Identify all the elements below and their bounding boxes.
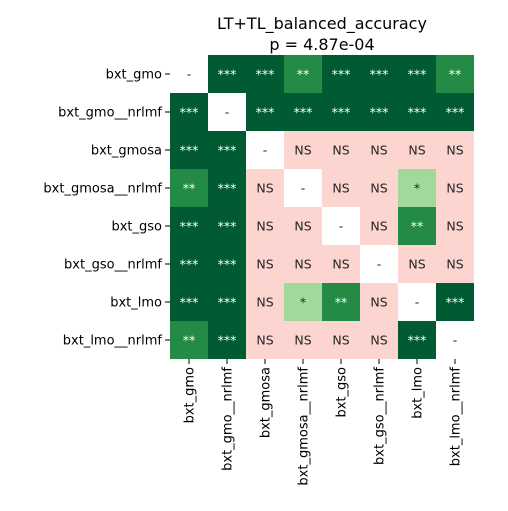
cell-label: *** [180, 295, 199, 310]
cell-label: NS [446, 143, 463, 158]
column-tick-label: bxt_gmosa [259, 367, 274, 438]
cell-label: ** [335, 295, 348, 310]
cell-label: NS [370, 181, 387, 196]
cell-label: NS [256, 257, 273, 272]
cell-label: NS [332, 257, 349, 272]
row-tick-label: bxt_gmo__nrlmf [58, 106, 162, 121]
cell-label: NS [332, 181, 349, 196]
cell-label: - [187, 67, 192, 82]
cell-label: NS [370, 143, 387, 158]
row-tick-label: bxt_gso__nrlmf [64, 258, 162, 273]
cell-label: *** [180, 257, 199, 272]
cell-label: *** [218, 143, 237, 158]
cell-label: - [301, 181, 306, 196]
row-tick-label: bxt_gmo [106, 68, 162, 83]
cell-label: NS [294, 333, 311, 348]
column-tick-label: bxt_gmo__nrlmf [221, 367, 236, 471]
cell-label: *** [446, 295, 465, 310]
cell-label: NS [446, 181, 463, 196]
cell-label: ** [449, 67, 462, 82]
column-tick-label: bxt_gmo [183, 367, 198, 423]
heatmap-cells: - *** *** ** *** *** *** ***** - *** *** *** *** *** *… [170, 55, 474, 359]
cell-label: NS [256, 181, 273, 196]
cell-label: *** [332, 105, 351, 120]
cell-label: *** [408, 333, 427, 348]
chart-subtitle: p = 4.87e-04 [269, 35, 374, 54]
column-tick-label: bxt_gmosa__nrlmf [297, 367, 312, 486]
cell-label: ** [297, 67, 310, 82]
cell-label: NS [332, 143, 349, 158]
cell-label: *** [218, 333, 237, 348]
row-tick-labels: bxt_gmo bxt_gmo__nrlmf bxt_gmosa bxt_gmosa_… [43, 68, 170, 349]
cell-label: *** [446, 105, 465, 120]
cell-label: *** [256, 105, 275, 120]
cell-label: NS [294, 257, 311, 272]
cell-label: ** [411, 219, 424, 234]
cell-label: * [300, 295, 306, 310]
cell-label: *** [370, 105, 389, 120]
cell-label: - [377, 257, 382, 272]
cell-label: NS [408, 257, 425, 272]
cell-label: *** [218, 257, 237, 272]
cell-label: *** [218, 219, 237, 234]
cell-label: NS [408, 143, 425, 158]
cell-label: NS [446, 257, 463, 272]
cell-label: NS [294, 143, 311, 158]
cell-label: *** [294, 105, 313, 120]
cell-label: NS [370, 333, 387, 348]
row-tick-label: bxt_lmo__nrlmf [63, 334, 163, 349]
cell-label: * [414, 181, 420, 196]
cell-label: *** [218, 67, 237, 82]
cell-label: *** [408, 105, 427, 120]
cell-label: NS [256, 333, 273, 348]
column-tick-labels: bxt_gmo bxt_gmo__nrlmf bxt_gmosa bxt_gmosa_… [183, 359, 464, 486]
cell-label: - [263, 143, 268, 158]
cell-label: ** [183, 181, 196, 196]
cell-label: *** [180, 219, 199, 234]
cell-label: *** [370, 67, 389, 82]
row-tick-label: bxt_lmo [110, 296, 162, 311]
cell-label: NS [370, 219, 387, 234]
cell-label: - [453, 333, 458, 348]
cell-label: NS [256, 295, 273, 310]
row-tick-label: bxt_gmosa [91, 144, 162, 159]
cell-label: NS [294, 219, 311, 234]
column-tick-label: bxt_lmo [411, 367, 426, 419]
cell-label: NS [370, 295, 387, 310]
cell-label: - [225, 105, 230, 120]
column-tick-label: bxt_lmo__nrlmf [449, 367, 464, 467]
cell-label: *** [218, 295, 237, 310]
cell-label: NS [256, 219, 273, 234]
cell-label: *** [256, 67, 275, 82]
cell-label: - [339, 219, 344, 234]
row-tick-label: bxt_gso [111, 220, 162, 235]
column-tick-label: bxt_gso [335, 367, 350, 418]
cell-label: *** [218, 181, 237, 196]
cell-label: - [415, 295, 420, 310]
cell-label: NS [446, 219, 463, 234]
cell-label: ** [183, 333, 196, 348]
chart-title: LT+TL_balanced_accuracy [217, 14, 427, 34]
cell-label: *** [180, 105, 199, 120]
cell-label: *** [408, 67, 427, 82]
row-tick-label: bxt_gmosa__nrlmf [43, 182, 162, 197]
cell-label: *** [332, 67, 351, 82]
column-tick-label: bxt_gso__nrlmf [373, 367, 388, 465]
cell-label: *** [180, 143, 199, 158]
cell-label: NS [332, 333, 349, 348]
